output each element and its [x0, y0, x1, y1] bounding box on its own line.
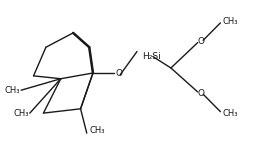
Text: H₂Si: H₂Si: [142, 52, 161, 61]
Text: CH₃: CH₃: [13, 109, 29, 118]
Text: O: O: [116, 68, 122, 78]
Text: O: O: [197, 37, 204, 46]
Text: CH₃: CH₃: [89, 126, 105, 135]
Text: CH₃: CH₃: [223, 109, 239, 118]
Text: O: O: [197, 89, 204, 98]
Text: CH₃: CH₃: [4, 86, 20, 95]
Text: CH₃: CH₃: [223, 17, 239, 26]
